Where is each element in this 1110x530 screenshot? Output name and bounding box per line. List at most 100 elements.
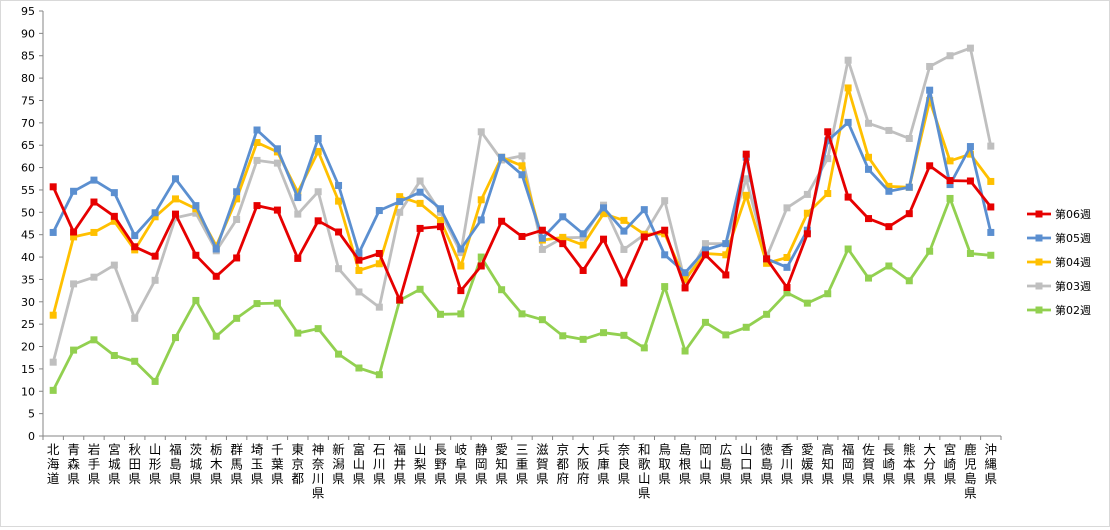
data-point — [49, 386, 57, 394]
x-tick-label: 東京都 — [292, 442, 305, 486]
data-point — [498, 217, 506, 225]
data-point — [701, 246, 709, 254]
data-point — [926, 96, 934, 104]
data-point — [966, 177, 974, 185]
data-point — [844, 245, 852, 253]
x-tick-label: 北海道 — [47, 442, 60, 486]
series-第05週 — [49, 86, 995, 277]
data-point — [131, 357, 139, 365]
x-tick-label: 石川県 — [373, 442, 386, 486]
data-point — [110, 217, 118, 225]
data-point — [457, 310, 465, 318]
data-point — [151, 377, 159, 385]
data-point — [335, 350, 343, 358]
data-point — [946, 52, 954, 60]
data-point — [90, 198, 98, 206]
x-tick-label: 宮崎県 — [944, 442, 957, 486]
data-point — [436, 205, 444, 213]
data-point — [518, 162, 526, 170]
data-point — [640, 344, 648, 352]
data-point — [436, 223, 444, 231]
x-tick-label: 兵庫県 — [597, 442, 610, 486]
y-tick-label: 45 — [21, 229, 35, 242]
data-point — [865, 153, 873, 161]
legend-marker — [1035, 234, 1043, 242]
data-point — [294, 194, 302, 202]
data-point — [559, 213, 567, 221]
data-point — [803, 209, 811, 217]
data-point — [192, 209, 200, 217]
data-point — [661, 197, 669, 205]
data-point — [70, 346, 78, 354]
data-point — [803, 299, 811, 307]
data-point — [70, 280, 78, 288]
data-point — [457, 287, 465, 295]
data-point — [110, 189, 118, 197]
data-point — [824, 290, 832, 298]
data-point — [457, 245, 465, 253]
data-point — [375, 303, 383, 311]
data-point — [742, 175, 750, 183]
x-tick-label: 愛媛県 — [801, 442, 814, 486]
y-tick-label: 80 — [21, 72, 35, 85]
legend-label: 第03週 — [1055, 279, 1091, 293]
data-point — [987, 203, 995, 211]
y-tick-label: 70 — [21, 117, 35, 130]
data-point — [171, 175, 179, 183]
legend-item: 第02週 — [1027, 303, 1091, 317]
data-point — [355, 288, 363, 296]
y-tick-label: 50 — [21, 206, 35, 219]
x-tick-label: 山口県 — [740, 442, 753, 486]
y-tick-label: 15 — [21, 363, 35, 376]
data-point — [90, 176, 98, 184]
data-point — [946, 157, 954, 165]
data-point — [966, 143, 974, 151]
x-tick-label: 佐賀県 — [862, 442, 875, 486]
data-point — [233, 314, 241, 322]
axes — [39, 10, 1002, 440]
data-point — [620, 227, 628, 235]
x-tick-label: 京都府 — [557, 442, 570, 486]
legend-marker — [1035, 306, 1043, 314]
x-tick-label: 大阪府 — [577, 442, 590, 486]
x-tick-label: 大分県 — [923, 442, 936, 486]
data-point — [722, 251, 730, 259]
data-point — [987, 228, 995, 236]
series-lines — [49, 44, 995, 394]
data-point — [905, 210, 913, 218]
data-point — [865, 119, 873, 127]
data-point — [253, 202, 261, 210]
data-point — [763, 259, 771, 267]
x-tick-label: 熊本県 — [903, 442, 916, 486]
data-point — [294, 210, 302, 218]
legend-label: 第02週 — [1055, 303, 1091, 317]
x-tick-label: 静岡県 — [475, 442, 488, 486]
x-tick-label: 茨城県 — [190, 442, 203, 486]
data-point — [783, 283, 791, 291]
y-tick-label: 0 — [28, 430, 35, 443]
data-point — [518, 232, 526, 240]
data-point — [110, 212, 118, 220]
x-tick-label: 山形県 — [149, 442, 162, 486]
data-point — [212, 245, 220, 253]
data-point — [355, 256, 363, 264]
data-point — [253, 156, 261, 164]
data-point — [538, 245, 546, 253]
y-tick-label: 60 — [21, 162, 35, 175]
data-point — [926, 247, 934, 255]
data-point — [498, 286, 506, 294]
x-tick-label: 秋田県 — [128, 442, 141, 486]
data-point — [640, 233, 648, 241]
data-point — [987, 251, 995, 259]
x-tick-label: 和歌山県 — [638, 442, 651, 501]
x-tick-label: 岡山県 — [699, 442, 712, 486]
data-point — [987, 142, 995, 150]
data-point — [885, 262, 893, 270]
data-point — [110, 351, 118, 359]
data-point — [314, 135, 322, 142]
legend-item: 第05週 — [1027, 231, 1091, 245]
x-tick-label: 神奈川県 — [312, 442, 325, 501]
data-point — [518, 152, 526, 160]
